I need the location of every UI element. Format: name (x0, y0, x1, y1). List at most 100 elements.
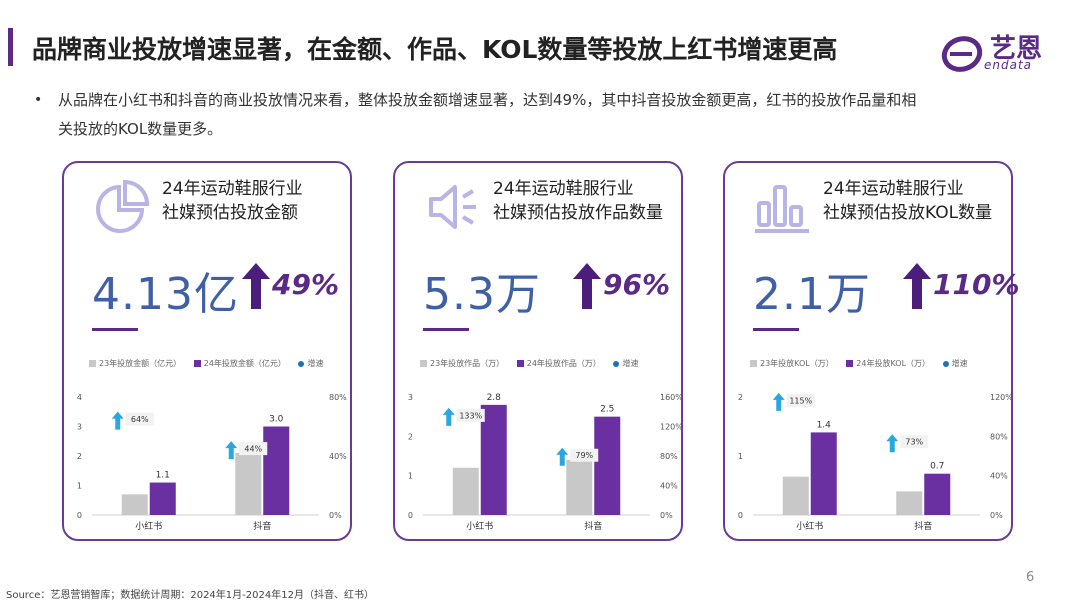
growth-label-bg (570, 448, 599, 462)
logo-en: endata (984, 58, 1033, 72)
big-value: 2.1万 (753, 269, 871, 320)
y2-tick-label: 40% (329, 452, 347, 461)
bar-24 (810, 432, 837, 515)
bar-chart-works: 0 1 2 3 0% 40% 80% 120% 160% 2.8 小红书 133% 2.5 抖音 79% (408, 393, 683, 532)
y2-tick-label: 40% (990, 472, 1008, 481)
legend-label: 增速 (951, 359, 968, 368)
legend-label: 23年投放KOL（万） (760, 359, 834, 368)
legend-item-23: 23年投放金额（亿元） (89, 358, 181, 369)
y2-tick-label: 80% (660, 452, 678, 461)
bar-24 (263, 426, 290, 515)
card-title-line1: 24年运动鞋服行业 (823, 179, 964, 199)
bar-data-label: 0.7 (930, 462, 944, 472)
legend-item-rate: 增速 (942, 358, 968, 369)
up-arrow-icon (573, 263, 601, 309)
y-tick-label: 1 (738, 452, 743, 461)
card-title-line2: 社媒预估投放金额 (162, 203, 298, 223)
speaker-icon (429, 185, 476, 229)
legend-label: 23年投放作品（万） (430, 359, 505, 368)
category-label: 小红书 (796, 520, 823, 532)
growth-arrow-icon (886, 434, 899, 453)
y-tick-label: 2 (408, 432, 413, 441)
legend-label: 24年投放KOL（万） (856, 359, 931, 368)
bar-23 (121, 494, 148, 515)
card-title: 24年运动鞋服行业 社媒预估投放作品数量 (493, 177, 683, 225)
y-tick-label: 1 (77, 482, 82, 491)
growth-percent: 110% (933, 268, 1020, 301)
y-tick-label: 0 (408, 511, 413, 520)
chart-legend: 23年投放金额（亿元） 24年投放金额（亿元） 增速 (89, 358, 333, 369)
title-accent-bar (8, 28, 13, 66)
y-tick-label: 4 (77, 393, 82, 402)
page-number: 6 (1026, 570, 1035, 585)
card-title-line2: 社媒预估投放作品数量 (493, 203, 663, 223)
bar-data-label: 2.5 (600, 405, 614, 415)
y2-tick-label: 0% (660, 511, 673, 520)
metric-card-amount: 24年运动鞋服行业 社媒预估投放金额 4.13亿 49% 23年投放金额（亿元）… (62, 161, 352, 541)
growth-rate-label: 133% (459, 411, 482, 420)
y2-tick-label: 40% (660, 482, 678, 491)
growth-label-bg (786, 393, 815, 407)
bar-24 (594, 416, 621, 515)
growth-percent: 49% (272, 268, 340, 301)
bar-data-label: 2.8 (487, 393, 502, 403)
legend-label: 增速 (622, 359, 639, 368)
metric-card-kol: 24年运动鞋服行业 社媒预估投放KOL数量 2.1万 110% 23年投放KOL… (723, 161, 1020, 541)
y2-tick-label: 80% (990, 432, 1008, 441)
growth-rate-label: 79% (575, 451, 593, 460)
card-title-line1: 24年运动鞋服行业 (493, 179, 634, 199)
summary-bullet: • (34, 92, 43, 108)
bar-chart-icon (755, 185, 809, 233)
legend-label: 24年投放作品（万） (526, 359, 601, 368)
growth-rate-label: 44% (244, 445, 262, 454)
category-label: 抖音 (584, 520, 602, 532)
y2-tick-label: 0% (990, 511, 1003, 520)
growth-arrow-icon (225, 441, 238, 460)
bar-24 (924, 473, 951, 515)
chart-legend: 23年投放作品（万） 24年投放作品（万） 增速 (420, 358, 648, 369)
big-value: 5.3万 (423, 269, 541, 320)
growth-percent: 96% (603, 268, 671, 301)
y-tick-label: 1 (408, 472, 413, 481)
card-title: 24年运动鞋服行业 社媒预估投放KOL数量 (823, 177, 1013, 225)
chart-legend: 23年投放KOL（万） 24年投放KOL（万） 增速 (750, 358, 978, 369)
source-note: Source：艺恩营销智库；数据统计周期：2024年1月-2024年12月（抖音… (6, 590, 374, 601)
card-title-line1: 24年运动鞋服行业 (162, 179, 303, 199)
page-title: 品牌商业投放增速显著，在金额、作品、KOL数量等投放上红书增速更高 (32, 35, 838, 64)
legend-item-24: 24年投放KOL（万） (846, 358, 930, 369)
legend-item-24: 24年投放金额（亿元） (193, 358, 286, 369)
legend-item-23: 23年投放作品（万） (420, 358, 504, 369)
value-underline (423, 328, 469, 331)
y-tick-label: 2 (738, 393, 743, 402)
card-title: 24年运动鞋服行业 社媒预估投放金额 (162, 177, 352, 225)
category-label: 抖音 (914, 520, 932, 532)
legend-item-23: 23年投放KOL（万） (750, 358, 834, 369)
bar-23 (566, 459, 593, 515)
bar-23 (782, 476, 809, 515)
category-label: 抖音 (253, 520, 271, 532)
y2-tick-label: 0% (329, 511, 342, 520)
bar-24 (480, 404, 507, 515)
growth-label-bg (239, 442, 268, 456)
value-underline (753, 328, 799, 331)
metric-card-works: 24年运动鞋服行业 社媒预估投放作品数量 5.3万 96% 23年投放作品（万）… (393, 161, 683, 541)
growth-rate-label: 115% (789, 396, 812, 405)
growth-rate-label: 73% (905, 438, 923, 447)
growth-label-bg (456, 408, 485, 422)
big-value: 4.13亿 (92, 269, 239, 320)
bar-23 (452, 467, 479, 515)
summary-text: 从品牌在小红书和抖音的商业投放情况来看，整体投放金额增速显著，达到49%，其中抖… (58, 91, 917, 138)
pie-chart-icon (96, 179, 150, 233)
growth-arrow-icon (111, 411, 124, 430)
up-arrow-icon (903, 263, 931, 309)
card-title-line2: 社媒预估投放KOL数量 (823, 203, 993, 223)
category-label: 小红书 (466, 520, 493, 532)
y-tick-label: 2 (77, 452, 82, 461)
y-tick-label: 3 (77, 423, 82, 432)
y2-tick-label: 80% (329, 393, 347, 402)
y-tick-label: 0 (738, 511, 743, 520)
growth-arrow-icon (556, 447, 569, 466)
value-underline (92, 328, 138, 331)
